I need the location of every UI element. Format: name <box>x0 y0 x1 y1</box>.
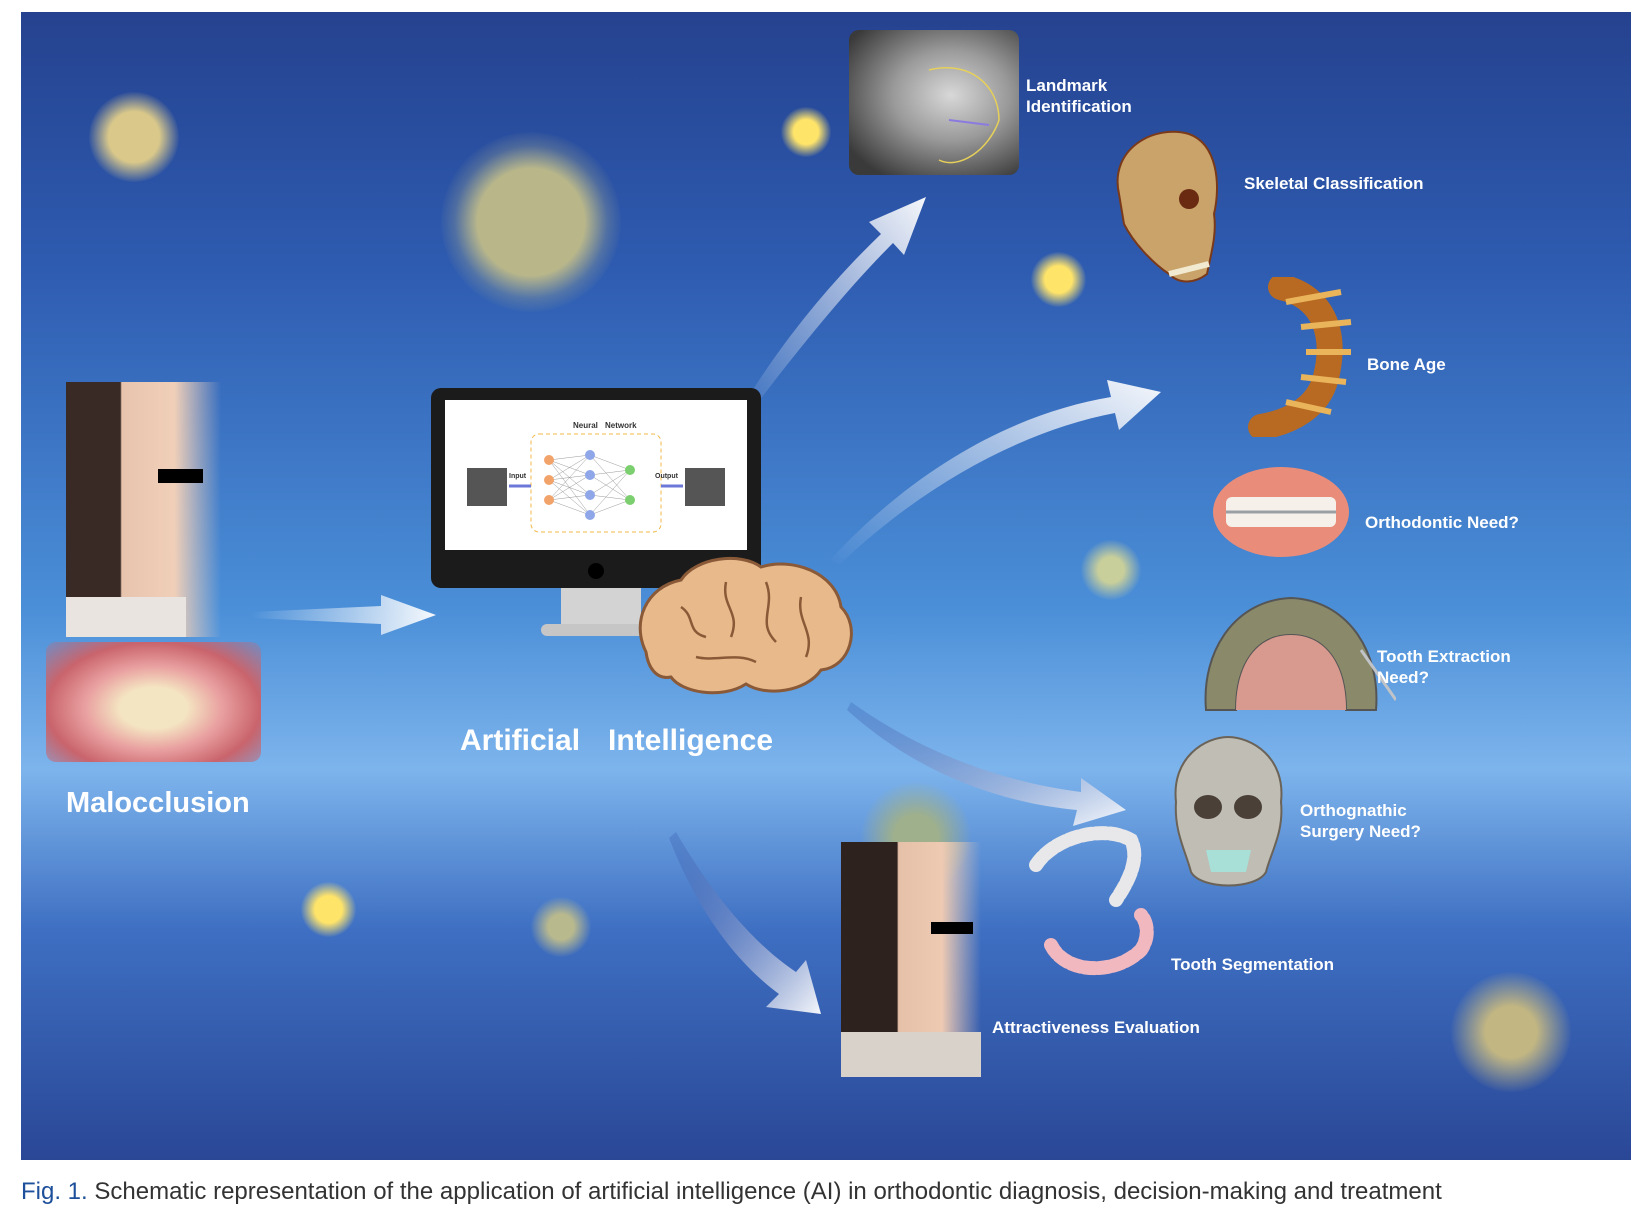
ai-label-word1: Artificial <box>460 724 581 757</box>
bokeh-glow <box>531 897 591 957</box>
bokeh-glow <box>1081 540 1141 600</box>
monitor-stand <box>561 588 641 628</box>
cephalogram-xray <box>849 30 1019 175</box>
nn-output-label: Output <box>655 473 679 480</box>
bokeh-glow <box>89 92 179 182</box>
nn-title-right: Network <box>605 421 637 430</box>
lateral-skull-image <box>1116 130 1219 283</box>
shirt <box>841 1032 981 1077</box>
bokeh-glow <box>1451 972 1571 1092</box>
caption-text: Schematic representation of the applicat… <box>94 1178 1442 1205</box>
landmark-label: Landmark Identification <box>1026 76 1132 116</box>
nn-title-left: Neural <box>573 421 598 430</box>
monitor: Neural Network Input Output <box>431 388 761 588</box>
arrow-to-attractiveness <box>669 832 821 1014</box>
nn-input-label: Input <box>509 473 527 480</box>
eye-censor-bar <box>158 469 203 483</box>
tooth-segmentation-label: Tooth Segmentation <box>1171 955 1335 974</box>
dental-arch-image <box>1204 596 1396 711</box>
monitor-screen: Neural Network Input Output <box>445 400 747 550</box>
monitor-camera-dot <box>588 563 604 579</box>
figure-caption: Fig. 1. Schematic representation of the … <box>21 1178 1442 1206</box>
figure-panel: Malocclusion Neural <box>21 12 1631 1160</box>
monitor-base <box>541 624 661 636</box>
orthodontic-need-label: Orthodontic Need? <box>1365 513 1519 532</box>
bokeh-glow <box>781 107 831 157</box>
skeletal-label: Skeletal Classification <box>1244 174 1424 193</box>
ai-label-word2: Intelligence <box>608 724 774 757</box>
braces-model-image <box>1213 467 1349 557</box>
attractiveness-profile-photo <box>841 842 981 1077</box>
orthognathic-surgery-label: Orthognathic Surgery Need? <box>1300 801 1421 841</box>
arrow-to-bone-age <box>831 380 1161 565</box>
caption-label: Fig. 1. <box>21 1178 88 1205</box>
bokeh-glow <box>441 132 621 312</box>
input-arrow <box>251 595 436 635</box>
neural-network-diagram: Neural Network Input Output <box>467 421 725 533</box>
malocclusion-teeth-photo <box>46 642 261 762</box>
profile-photo <box>66 382 221 637</box>
arrow-to-landmark <box>739 197 926 418</box>
arrows-layer <box>251 197 1161 1014</box>
bokeh-glow <box>1031 252 1086 307</box>
frontal-skull-image <box>1174 735 1283 887</box>
attractiveness-label: Attractiveness Evaluation <box>992 1018 1200 1037</box>
eye-censor-bar <box>931 922 973 934</box>
malocclusion-label: Malocclusion <box>66 787 250 819</box>
bone-age-label: Bone Age <box>1367 355 1446 374</box>
segmented-teeth-image <box>1029 826 1154 976</box>
cervical-spine-image <box>1248 277 1352 437</box>
arrow-to-surgery <box>847 702 1126 826</box>
bokeh-glow <box>301 882 356 937</box>
tooth-extraction-label: Tooth Extraction Need? <box>1377 647 1511 687</box>
brain-illustration <box>638 556 853 695</box>
shirt <box>66 597 186 637</box>
